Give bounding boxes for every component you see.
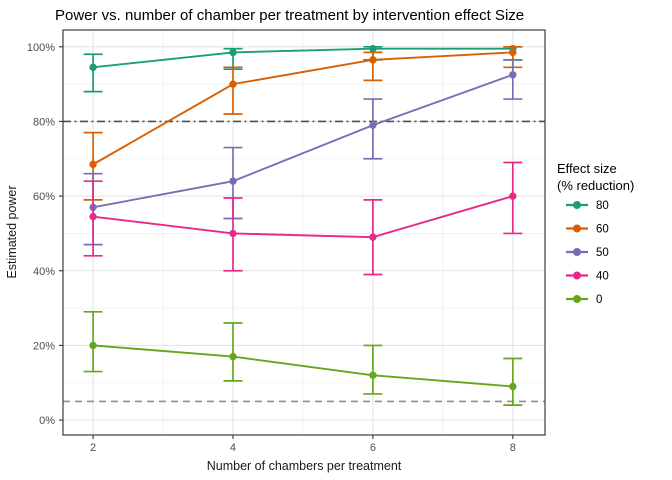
plot-panel xyxy=(62,29,546,436)
y-axis-title: Estimated power xyxy=(5,185,19,278)
y-tick-label: 80% xyxy=(33,116,55,128)
x-axis-title: Number of chambers per treatment xyxy=(207,459,402,473)
x-tick-label: 8 xyxy=(510,442,516,454)
panel-border xyxy=(62,29,546,436)
data-point xyxy=(369,121,377,129)
series-0 xyxy=(83,310,523,406)
legend-item-label: 0 xyxy=(596,294,602,306)
data-point xyxy=(369,233,377,241)
legend-item-0: 0 xyxy=(566,294,602,306)
series-line-60 xyxy=(92,51,513,166)
data-point xyxy=(509,192,517,200)
data-point xyxy=(509,382,517,391)
legend-item-50: 50 xyxy=(566,247,609,259)
legend-key-point xyxy=(573,248,581,256)
data-point xyxy=(509,71,517,79)
legend-key-point xyxy=(573,271,581,280)
data-point xyxy=(369,56,377,64)
legend-item-label: 80 xyxy=(596,200,609,212)
y-tick-label: 40% xyxy=(33,266,55,278)
legend-item-label: 60 xyxy=(596,224,609,236)
data-point xyxy=(229,177,237,185)
data-point xyxy=(229,80,237,88)
data-point xyxy=(229,48,237,57)
data-point xyxy=(89,160,97,169)
legend-item-label: 50 xyxy=(596,247,609,259)
x-tick-label: 4 xyxy=(230,442,236,454)
panel-background xyxy=(63,30,545,435)
data-point xyxy=(229,229,237,238)
legend-item-60: 60 xyxy=(566,224,609,236)
axes: 0% 20% 40% 60% 80% 100% 2 4 6 8 xyxy=(27,42,516,454)
y-tick-label: 100% xyxy=(27,42,55,54)
legend-item-40: 40 xyxy=(566,271,609,283)
legend-key-point xyxy=(573,201,581,209)
legend-item-label: 40 xyxy=(596,271,609,283)
y-tick-label: 60% xyxy=(33,191,55,203)
legend-key-point xyxy=(573,224,581,233)
chart-title: Power vs. number of chamber per treatmen… xyxy=(55,7,524,24)
legend: Effect size (% reduction) 80 60 50 40 0 xyxy=(557,161,634,306)
legend-items: 80 60 50 40 0 xyxy=(566,200,609,306)
series-line-0 xyxy=(93,344,513,388)
data-point xyxy=(89,212,97,221)
y-tick-label: 20% xyxy=(33,340,55,352)
data-point xyxy=(369,44,377,53)
series-40 xyxy=(83,161,523,276)
series-line-50 xyxy=(92,73,514,209)
x-tick-label: 2 xyxy=(90,442,96,454)
legend-title-line2: (% reduction) xyxy=(557,178,634,193)
x-tick-label: 6 xyxy=(370,442,376,454)
series-line-80 xyxy=(92,47,513,69)
legend-key-point xyxy=(573,295,581,303)
data-point xyxy=(89,341,97,350)
data-point xyxy=(89,63,97,72)
legend-title-line1: Effect size xyxy=(557,161,617,176)
data-point xyxy=(509,48,517,57)
legend-item-80: 80 xyxy=(566,200,609,212)
y-tick-label: 0% xyxy=(39,415,55,427)
data-point xyxy=(229,352,237,361)
data-point xyxy=(369,371,377,379)
series-line-40 xyxy=(92,195,514,239)
